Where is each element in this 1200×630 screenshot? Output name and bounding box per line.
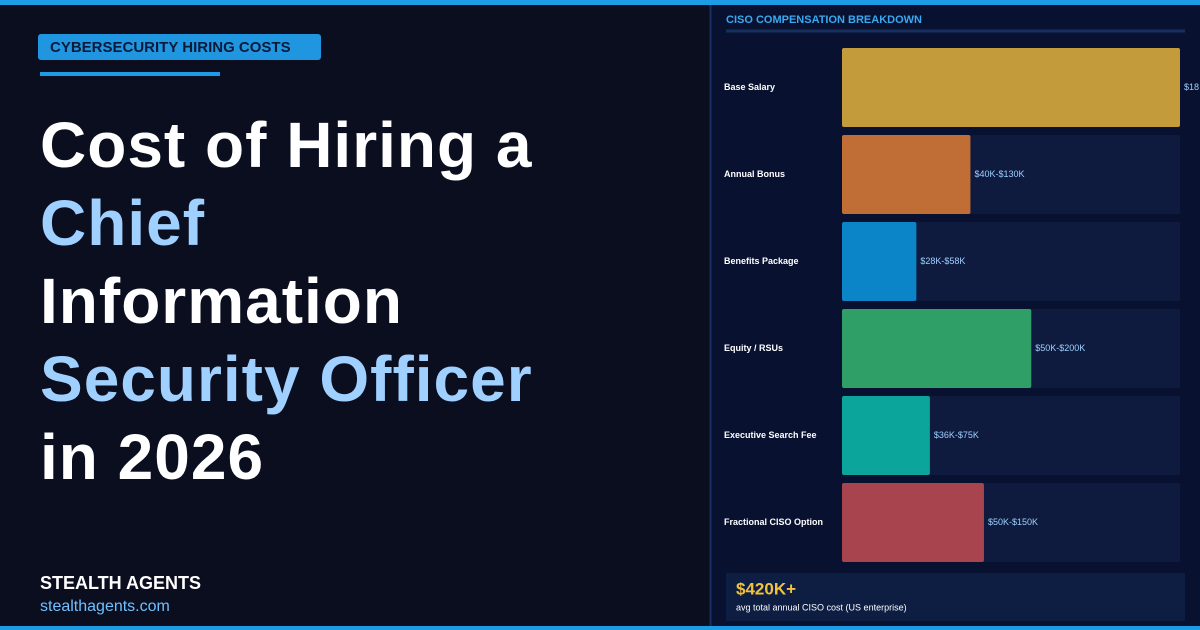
summary-value: $420K+ bbox=[736, 579, 796, 598]
category-label: Equity / RSUs bbox=[724, 343, 783, 353]
headline-line: Security Officer bbox=[40, 343, 533, 415]
headline-line: in 2026 bbox=[40, 421, 264, 493]
bar bbox=[842, 135, 971, 214]
headline-line: Chief bbox=[40, 187, 205, 259]
category-label: Executive Search Fee bbox=[724, 430, 817, 440]
headline-line: Information bbox=[40, 265, 403, 337]
category-label: Base Salary bbox=[724, 82, 775, 92]
value-label: $50K-$150K bbox=[988, 517, 1038, 527]
brand-url: stealthagents.com bbox=[40, 598, 170, 615]
value-label: $36K-$75K bbox=[934, 430, 979, 440]
summary-caption: avg total annual CISO cost (US enterpris… bbox=[736, 602, 907, 612]
headline-line: Cost of Hiring a bbox=[40, 109, 532, 181]
category-label: Fractional CISO Option bbox=[724, 517, 823, 527]
brand-name: STEALTH AGENTS bbox=[40, 573, 201, 593]
headline: Cost of Hiring aChiefInformationSecurity… bbox=[40, 109, 533, 493]
bar-track bbox=[842, 222, 1180, 301]
tag-underline bbox=[40, 72, 220, 76]
bar bbox=[842, 48, 1180, 127]
value-label: $40K-$130K bbox=[974, 169, 1024, 179]
bar bbox=[842, 483, 984, 562]
bar bbox=[842, 396, 930, 475]
value-label: $28K-$58K bbox=[920, 256, 965, 266]
value-label: $18 bbox=[1184, 82, 1199, 92]
bottom-border bbox=[0, 626, 1200, 630]
chart-title: CISO COMPENSATION BREAKDOWN bbox=[726, 14, 922, 26]
summary-box bbox=[726, 573, 1185, 621]
category-label: Benefits Package bbox=[724, 256, 799, 266]
tag-pill bbox=[38, 34, 321, 60]
tag: CYBERSECURITY HIRING COSTS bbox=[50, 39, 291, 56]
category-label: Annual Bonus bbox=[724, 169, 785, 179]
bar bbox=[842, 222, 917, 301]
bar bbox=[842, 309, 1032, 388]
value-label: $50K-$200K bbox=[1035, 343, 1085, 353]
top-border bbox=[0, 0, 1200, 5]
bars: Base Salary $18 Annual Bonus $40K-$130K Bene… bbox=[724, 48, 1199, 562]
